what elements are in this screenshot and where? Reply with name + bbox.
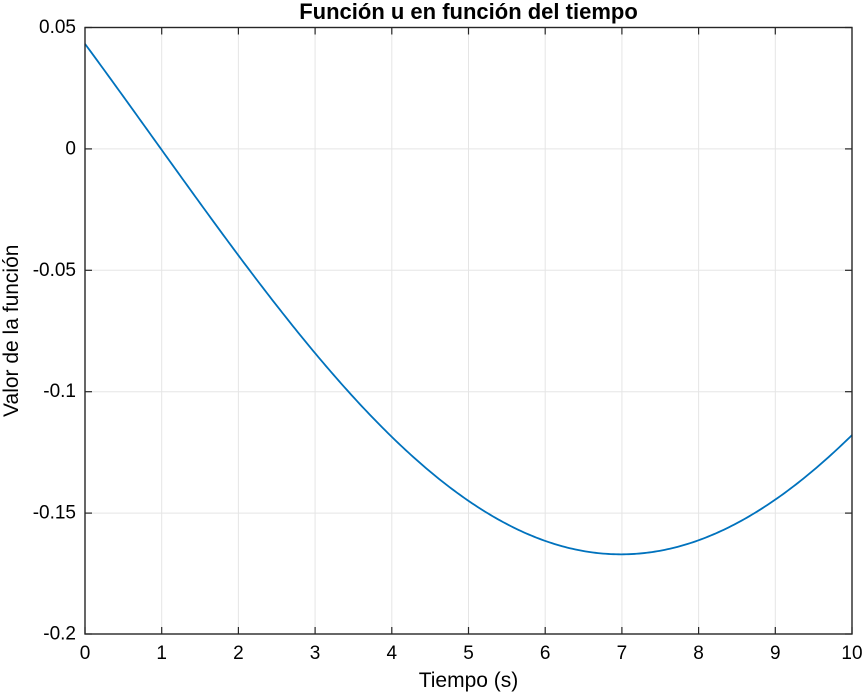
svg-text:9: 9 — [770, 643, 781, 664]
svg-text:2: 2 — [233, 643, 244, 664]
svg-text:-0.05: -0.05 — [33, 260, 76, 281]
svg-text:0: 0 — [65, 138, 76, 159]
svg-text:Tiempo (s): Tiempo (s) — [419, 669, 519, 692]
svg-text:4: 4 — [387, 643, 398, 664]
svg-text:Valor de la función: Valor de la función — [0, 245, 23, 417]
svg-text:7: 7 — [617, 643, 628, 664]
svg-text:8: 8 — [693, 643, 704, 664]
svg-text:10: 10 — [841, 643, 862, 664]
svg-text:5: 5 — [463, 643, 474, 664]
svg-text:1: 1 — [156, 643, 167, 664]
svg-text:Función u en función del tiemp: Función u en función del tiempo — [299, 0, 638, 24]
svg-text:-0.15: -0.15 — [33, 503, 76, 524]
svg-text:-0.1: -0.1 — [43, 381, 76, 402]
svg-text:6: 6 — [540, 643, 551, 664]
svg-text:3: 3 — [310, 643, 321, 664]
svg-text:0: 0 — [80, 643, 91, 664]
svg-text:-0.2: -0.2 — [43, 624, 76, 645]
svg-text:0.05: 0.05 — [39, 17, 76, 38]
